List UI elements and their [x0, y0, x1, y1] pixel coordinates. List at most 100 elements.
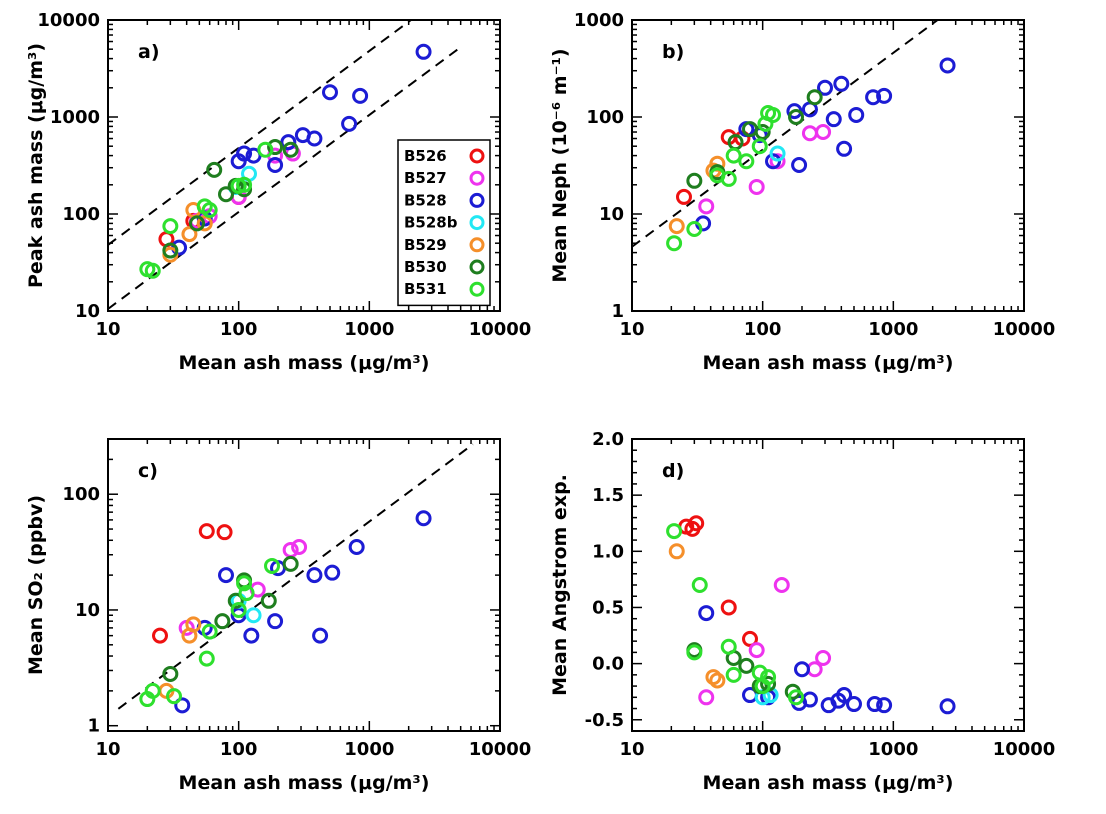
- data-point-B531: [236, 575, 253, 592]
- legend-label: B528b: [404, 214, 458, 232]
- data-point-B530: [218, 186, 235, 203]
- legend-label: B530: [404, 258, 447, 276]
- data-point-B531: [201, 623, 218, 640]
- x-tick-label: 10000: [993, 739, 1056, 760]
- data-point-B530: [214, 613, 231, 630]
- data-point-B530: [162, 242, 179, 259]
- data-point-B531: [725, 666, 742, 683]
- data-point-B528: [267, 157, 284, 174]
- data-point-B527: [698, 198, 715, 215]
- data-point-B531: [144, 262, 161, 279]
- data-point-B527: [748, 642, 765, 659]
- reference-line: [117, 443, 474, 710]
- y-tick-label: 100: [62, 204, 100, 225]
- data-point-B528: [794, 661, 811, 678]
- data-point-B530: [738, 657, 755, 674]
- x-tick-label: 100: [220, 319, 258, 340]
- y-tick-label: 10: [75, 301, 100, 322]
- x-tick-label: 1000: [344, 739, 394, 760]
- plot-frame: [631, 438, 1025, 732]
- data-point-B530: [686, 172, 703, 189]
- panel-label: d): [662, 460, 684, 482]
- x-tick-label: 1000: [344, 319, 394, 340]
- data-point-B531: [144, 682, 161, 699]
- data-point-B526: [720, 599, 737, 616]
- panel-label: c): [138, 460, 158, 482]
- data-point-B529: [196, 215, 213, 232]
- data-point-B530: [189, 215, 206, 232]
- data-point-B527: [815, 650, 832, 666]
- data-point-B526: [151, 627, 168, 644]
- data-point-B528: [312, 627, 329, 644]
- data-point-B527: [698, 689, 715, 706]
- data-point-B528: [845, 696, 862, 713]
- data-point-B528: [698, 605, 715, 622]
- data-point-B531: [725, 147, 742, 164]
- data-point-B528: [415, 510, 432, 527]
- data-point-B528: [848, 106, 865, 123]
- data-point-B531: [230, 601, 247, 618]
- y-tick-label: 1: [87, 716, 100, 737]
- data-point-B528: [876, 87, 893, 104]
- legend-marker-B531: [469, 281, 485, 297]
- data-point-B528: [833, 75, 850, 92]
- reference-line: [108, 20, 413, 246]
- y-tick-label: 0.5: [592, 597, 624, 618]
- panel-a: 10 100 1000 10000 10 100 1000 10000 a) Mean ash m…: [25, 10, 531, 374]
- y-tick-label: 10: [75, 600, 100, 621]
- x-tick-label: 1000: [868, 739, 918, 760]
- x-tick-label: 10: [95, 319, 120, 340]
- legend-label: B531: [404, 280, 447, 298]
- data-point-B527: [748, 178, 765, 195]
- y-tick-label: 1000: [50, 107, 100, 128]
- data-point-B528: [939, 57, 956, 74]
- data-point-B528: [825, 111, 842, 128]
- data-point-B528: [348, 538, 365, 555]
- data-point-B530: [806, 89, 823, 106]
- data-point-B531: [765, 106, 782, 123]
- y-tick-label: 1.5: [592, 485, 624, 506]
- data-point-B528: [791, 157, 808, 174]
- data-point-B527: [815, 124, 832, 141]
- x-tick-label: 100: [744, 319, 782, 340]
- legend-label: B529: [404, 236, 447, 254]
- data-point-B529: [668, 218, 685, 235]
- x-tick-label: 10: [619, 319, 644, 340]
- legend-marker-B528: [469, 192, 485, 208]
- y-axis-label: Peak ash mass (μg/m³): [25, 43, 47, 288]
- data-point-B527: [801, 125, 818, 142]
- legend-marker-B526: [469, 148, 485, 164]
- data-point-B526: [675, 188, 692, 205]
- data-point-B529: [709, 672, 726, 689]
- data-point-B528: [341, 115, 358, 132]
- data-point-B528b: [245, 607, 262, 624]
- x-axis-label: Mean ash mass (μg/m³): [703, 352, 954, 374]
- plot-frame: [107, 438, 501, 732]
- data-point-B528: [817, 79, 834, 96]
- y-tick-label: 10: [599, 204, 624, 225]
- data-point-B528: [174, 697, 191, 714]
- data-point-B527: [773, 577, 790, 593]
- data-point-B526: [198, 523, 215, 540]
- data-point-B528: [876, 697, 893, 714]
- data-point-B528: [267, 613, 284, 630]
- legend-marker-B527: [469, 170, 485, 186]
- y-tick-label: 10000: [37, 10, 100, 31]
- data-point-B528: [243, 627, 260, 644]
- legend-marker-B530: [469, 259, 485, 275]
- data-point-B529: [668, 543, 685, 560]
- data-point-B528: [836, 687, 853, 704]
- data-point-B529: [185, 616, 202, 633]
- panel-label: a): [138, 41, 160, 63]
- panel-d: 10 100 1000 10000 -0.5 0.0 0.5 1.0 1.5 2.0 d) Mean …: [549, 429, 1055, 794]
- data-point-B531: [257, 141, 274, 158]
- data-point-B528b: [769, 145, 786, 162]
- data-point-B531: [166, 688, 183, 705]
- data-point-B526: [742, 630, 759, 647]
- x-tick-label: 10: [95, 739, 120, 760]
- data-point-B531: [666, 235, 683, 252]
- data-point-B528: [324, 564, 341, 581]
- data-point-B530: [206, 161, 223, 178]
